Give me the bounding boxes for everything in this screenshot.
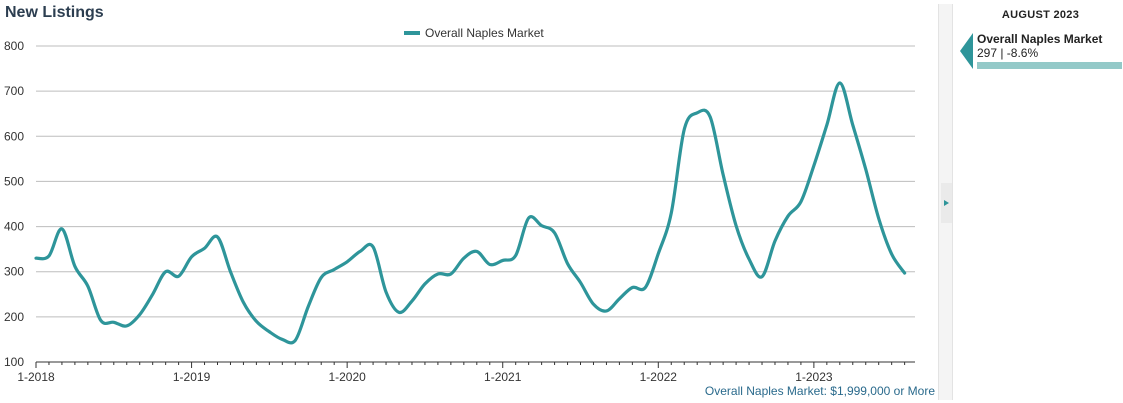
panel-series-name: Overall Naples Market	[977, 32, 1103, 46]
x-tick-label: 1-2023	[795, 370, 833, 384]
y-tick-label: 100	[4, 355, 24, 369]
data-tooltip-panel: AUGUST 2023 Overall Naples Market 297 | …	[958, 0, 1123, 403]
pointer-arrow-icon	[960, 33, 973, 69]
panel-value-bar	[977, 62, 1122, 69]
series-lines	[34, 81, 907, 345]
grid-lines	[36, 45, 915, 318]
x-tick-label: 1-2019	[173, 370, 211, 384]
y-tick-label: 300	[4, 265, 24, 279]
panel-month: AUGUST 2023	[1001, 9, 1080, 21]
chart-title: New Listings	[5, 4, 104, 21]
x-tick-label: 1-2018	[17, 370, 55, 384]
collapse-panel-button[interactable]	[941, 183, 952, 223]
x-tick-label: 1-2022	[640, 370, 678, 384]
y-tick-label: 800	[4, 39, 24, 53]
x-tick-label: 1-2020	[328, 370, 366, 384]
panel-value: 297 | -8.6%	[977, 46, 1039, 60]
y-tick-label: 200	[4, 310, 24, 324]
series-line-overall-naples-market	[34, 81, 907, 345]
caret-right-icon	[944, 200, 949, 206]
line-chart: 100 200 300 400 500 600 700 800 1-2018 1-2019 1-20…	[4, 26, 915, 384]
footnote: Overall Naples Market: $1,999,000 or Mor…	[704, 384, 935, 398]
legend[interactable]: Overall Naples Market	[404, 26, 544, 40]
y-tick-label: 600	[4, 129, 24, 143]
axes: 100 200 300 400 500 600 700 800 1-2018 1-2019 1-20…	[4, 39, 915, 384]
y-tick-label: 500	[4, 174, 24, 188]
legend-swatch	[404, 31, 420, 35]
legend-label: Overall Naples Market	[425, 26, 544, 40]
x-tick-label: 1-2021	[484, 370, 522, 384]
y-tick-label: 700	[4, 84, 24, 98]
y-tick-label: 400	[4, 220, 24, 234]
